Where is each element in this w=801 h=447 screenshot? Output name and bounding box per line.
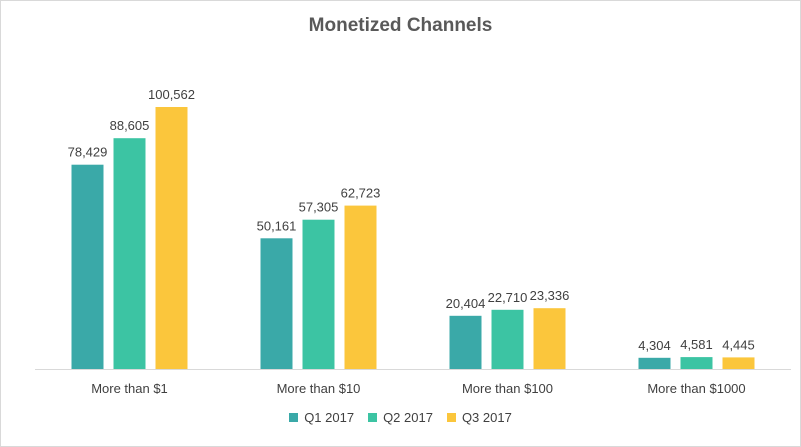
bar-q3-2017-more-than-1000 <box>722 357 755 369</box>
legend-swatch-q2-2017 <box>368 413 378 422</box>
x-tick-label-more-than-100: More than $100 <box>462 381 553 396</box>
legend-item-q3-2017: Q3 2017 <box>446 410 512 425</box>
legend-label-q2-2017: Q2 2017 <box>383 410 433 425</box>
legend-item-q1-2017: Q1 2017 <box>289 410 354 425</box>
legend-item-q2-2017: Q2 2017 <box>368 410 433 425</box>
bar-q1-2017-more-than-1000 <box>638 357 671 369</box>
x-tick-label-more-than-1000: More than $1000 <box>647 381 745 396</box>
bar-q3-2017-more-than-100 <box>533 308 566 369</box>
bar-q1-2017-more-than-1 <box>71 164 104 369</box>
data-label-q2-2017-more-than-1: 88,605 <box>110 118 150 133</box>
data-label-q2-2017-more-than-1000: 4,581 <box>680 337 713 352</box>
chart-title: Monetized Channels <box>308 15 493 36</box>
bar-q3-2017-more-than-1 <box>155 107 188 369</box>
bar-q2-2017-more-than-1000 <box>680 357 713 369</box>
data-label-q3-2017-more-than-10: 62,723 <box>341 186 381 201</box>
bar-q2-2017-more-than-100 <box>491 309 524 369</box>
data-label-q1-2017-more-than-10: 50,161 <box>257 218 297 233</box>
x-tick-label-more-than-1: More than $1 <box>91 381 168 396</box>
chart-legend: Q1 2017 Q2 2017 Q3 2017 <box>1 410 800 425</box>
bar-q1-2017-more-than-100 <box>449 315 482 369</box>
legend-swatch-q1-2017 <box>289 413 299 422</box>
bar-q3-2017-more-than-10 <box>344 205 377 369</box>
data-label-q2-2017-more-than-10: 57,305 <box>299 200 339 215</box>
legend-swatch-q3-2017 <box>446 413 456 422</box>
data-label-q1-2017-more-than-1000: 4,304 <box>638 338 671 353</box>
legend-label-q3-2017: Q3 2017 <box>461 410 512 425</box>
data-label-q2-2017-more-than-100: 22,710 <box>488 290 528 305</box>
x-tick-label-more-than-10: More than $10 <box>277 381 361 396</box>
bar-q2-2017-more-than-10 <box>302 219 335 369</box>
data-label-q3-2017-more-than-1: 100,562 <box>148 87 195 102</box>
bar-q2-2017-more-than-1 <box>113 138 146 369</box>
data-label-q1-2017-more-than-100: 20,404 <box>446 296 486 311</box>
bar-q1-2017-more-than-10 <box>260 238 293 369</box>
data-label-q1-2017-more-than-1: 78,429 <box>68 145 108 160</box>
legend-label-q1-2017: Q1 2017 <box>304 410 355 425</box>
data-label-q3-2017-more-than-100: 23,336 <box>530 288 570 303</box>
data-label-q3-2017-more-than-1000: 4,445 <box>722 337 755 352</box>
